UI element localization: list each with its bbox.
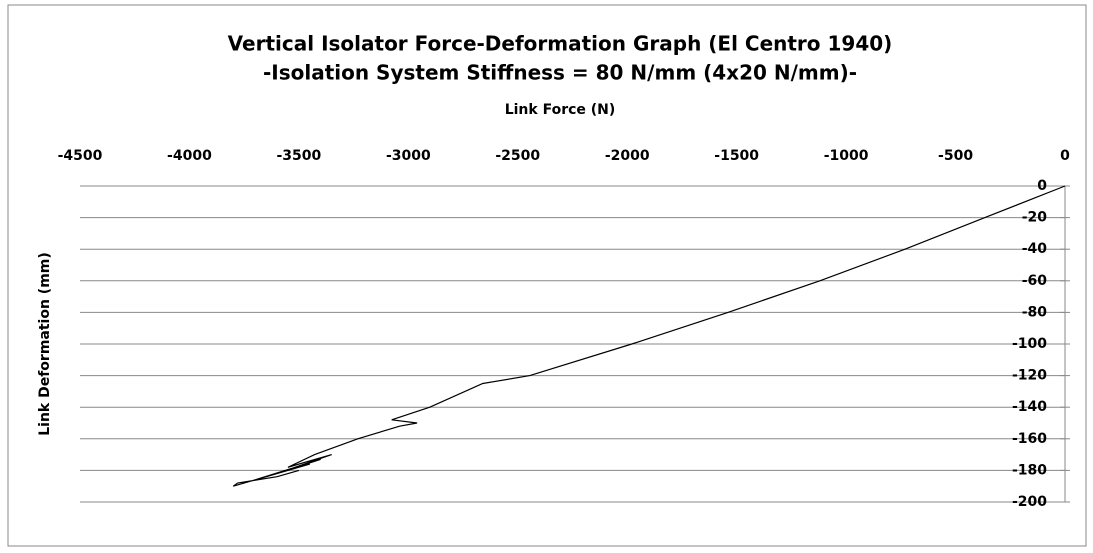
- x-tick-label: -500: [938, 148, 973, 164]
- data-line: [232, 185, 1066, 487]
- x-tick-label: -4000: [167, 148, 212, 164]
- x-tick-label: -3500: [276, 148, 321, 164]
- chart-title: Vertical Isolator Force-Deformation Grap…: [228, 32, 893, 56]
- y-tick-label: -160: [1012, 431, 1047, 447]
- y-tick-label: -40: [1022, 241, 1048, 257]
- y-tick-label: -100: [1012, 336, 1047, 352]
- x-tick-label: -1000: [824, 148, 869, 164]
- y-tick-label: -60: [1022, 273, 1048, 289]
- y-tick-label: 0: [1037, 178, 1047, 194]
- x-tick-label: -1500: [714, 148, 759, 164]
- x-tick-label: 0: [1060, 148, 1070, 164]
- y-axis-label: Link Deformation (mm): [37, 252, 53, 436]
- y-tick-label: -20: [1022, 210, 1048, 226]
- y-tick-label: -200: [1012, 494, 1047, 510]
- x-tick-label: -4500: [58, 148, 103, 164]
- x-tick-label: -2500: [495, 148, 540, 164]
- chart-border: [7, 4, 1087, 547]
- y-tick-label: -120: [1012, 368, 1047, 384]
- chart-subtitle: -Isolation System Stiffness = 80 N/mm (4…: [263, 61, 857, 85]
- y-tick-label: -180: [1012, 462, 1047, 478]
- x-tick-label: -3000: [386, 148, 431, 164]
- y-tick-label: -80: [1022, 304, 1048, 320]
- y-tick-label: -140: [1012, 399, 1047, 415]
- x-tick-label: -2000: [605, 148, 650, 164]
- x-axis-label: Link Force (N): [505, 102, 616, 118]
